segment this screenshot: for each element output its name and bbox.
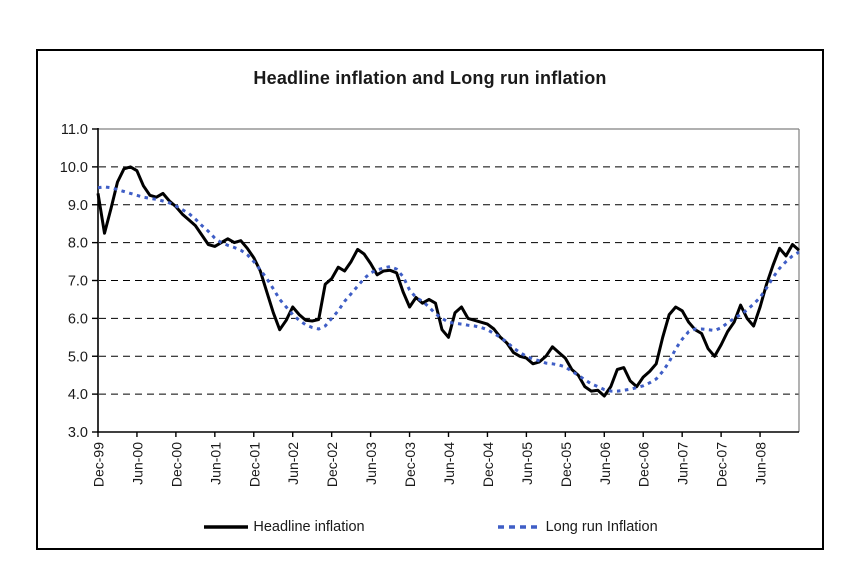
legend-item-longrun: Long run Inflation: [497, 519, 658, 535]
headline-inflation-line: [96, 165, 800, 398]
x-tick-label: Jun-02: [285, 442, 301, 485]
y-tick-label: 11.0: [61, 122, 88, 138]
x-tick-label: Dec-99: [91, 442, 107, 487]
y-tick-label: 8.0: [68, 236, 88, 252]
longrun-dashed-line-icon: [497, 525, 542, 529]
x-tick-label: Jun-06: [597, 442, 613, 485]
legend: Headline inflation Long run Inflation: [38, 519, 822, 535]
chart-frame: Headline inflation and Long run inflatio…: [36, 49, 824, 550]
x-tick-label: Jun-04: [441, 442, 457, 485]
x-tick-label: Dec-05: [558, 442, 574, 487]
y-tick-label: 9.0: [68, 198, 88, 214]
y-tick-label: 10.0: [60, 160, 88, 176]
y-tick-label: 6.0: [68, 311, 88, 327]
x-tick-label: Dec-03: [402, 442, 418, 487]
x-tick-label: Dec-07: [714, 442, 730, 487]
y-tick-label: 3.0: [68, 425, 88, 441]
y-tick-label: 5.0: [68, 349, 88, 365]
x-tick-label: Dec-04: [480, 442, 496, 487]
x-tick-label: Dec-02: [324, 442, 340, 487]
x-tick-label: Jun-00: [129, 442, 145, 485]
legend-item-headline: Headline inflation: [202, 519, 365, 535]
x-tick-label: Jun-08: [753, 442, 769, 485]
headline-solid-line-icon: [204, 525, 249, 529]
x-tick-label: Jun-05: [519, 442, 535, 485]
chart-title: Headline inflation and Long run inflatio…: [253, 68, 607, 88]
x-tick-label: Dec-00: [168, 442, 184, 487]
legend-label-longrun: Long run Inflation: [545, 519, 658, 535]
y-tick-label: 7.0: [68, 274, 88, 290]
x-tick-label: Dec-01: [246, 442, 262, 487]
x-tick-label: Jun-03: [363, 442, 379, 485]
legend-label-headline: Headline inflation: [253, 519, 365, 535]
x-tick-label: Dec-06: [636, 442, 652, 487]
long-run-inflation-line: [97, 185, 800, 393]
x-tick-label: Jun-07: [675, 442, 691, 485]
x-tick-label: Jun-01: [207, 442, 223, 485]
y-tick-label: 4.0: [68, 387, 88, 403]
